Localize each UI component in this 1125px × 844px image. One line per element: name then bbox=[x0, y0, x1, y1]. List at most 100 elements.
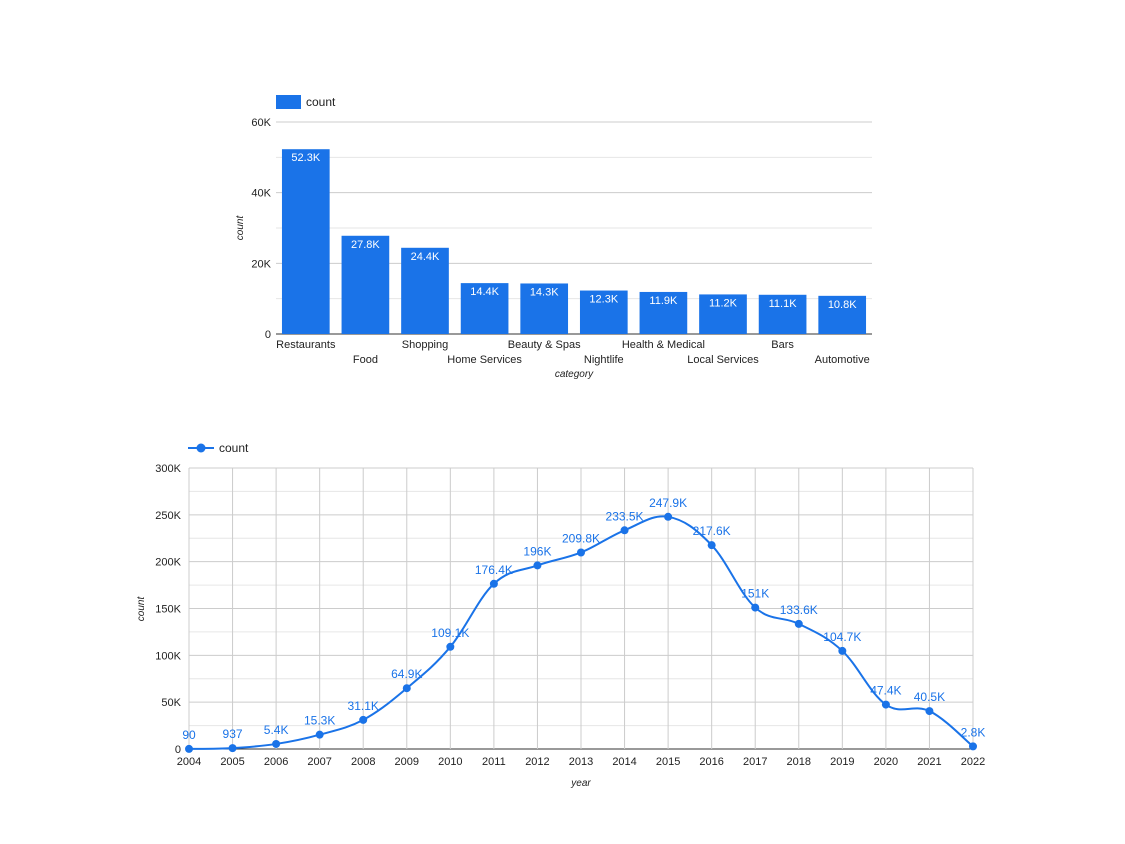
line-y-tick-label: 250K bbox=[155, 510, 181, 522]
line-x-tick-label: 2022 bbox=[961, 756, 985, 768]
bar[interactable] bbox=[341, 235, 390, 334]
line-point[interactable] bbox=[881, 700, 890, 709]
line-x-tick-label: 2016 bbox=[699, 756, 723, 768]
line-y-tick-label: 50K bbox=[161, 697, 181, 709]
line-point[interactable] bbox=[489, 579, 498, 588]
line-point-label: 233.5K bbox=[606, 509, 644, 523]
line-point-label: 937 bbox=[223, 727, 243, 741]
line-point-label: 15.3K bbox=[304, 714, 335, 728]
line-chart-y-axis-title: count bbox=[136, 596, 147, 622]
line-point[interactable] bbox=[969, 742, 977, 751]
line-chart-y-ticks: 0 50K 100K 150K 200K 250K 300K bbox=[155, 463, 181, 756]
bar-x-tick-label: Beauty & Spas bbox=[508, 339, 581, 351]
line-point-label: 2.8K bbox=[961, 725, 986, 739]
bar[interactable] bbox=[639, 291, 688, 334]
line-point-label: 5.4K bbox=[264, 723, 289, 737]
line-point-label: 64.9K bbox=[391, 667, 422, 681]
bar-y-tick-label: 60K bbox=[251, 117, 271, 129]
bar-chart-y-ticks: 0 20K 40K 60K bbox=[251, 117, 271, 341]
bar-chart-legend[interactable]: count bbox=[276, 95, 336, 109]
line-legend-marker bbox=[196, 443, 206, 453]
line-point[interactable] bbox=[577, 548, 585, 557]
bar-y-tick-label: 20K bbox=[251, 258, 271, 270]
line-y-tick-label: 150K bbox=[155, 604, 181, 616]
line-point[interactable] bbox=[315, 730, 324, 739]
line-x-tick-label: 2021 bbox=[917, 756, 941, 768]
line-point-label: 47.4K bbox=[870, 684, 901, 698]
line-point[interactable] bbox=[751, 603, 760, 612]
bar-y-tick-label: 40K bbox=[251, 188, 271, 200]
bar-y-tick-label: 0 bbox=[265, 329, 271, 341]
line-point[interactable] bbox=[620, 526, 629, 535]
bar-value-label: 14.3K bbox=[530, 286, 559, 298]
line-chart-x-ticks: 2004 2005 2006 2007 2008 2009 2010 2011 2012 2013… bbox=[177, 756, 985, 768]
line-y-tick-label: 200K bbox=[155, 557, 181, 569]
line-x-tick-label: 2007 bbox=[307, 756, 331, 768]
line-point[interactable] bbox=[707, 541, 716, 550]
line-point[interactable] bbox=[533, 561, 542, 570]
bar-x-tick-label: Local Services bbox=[687, 354, 759, 366]
bar[interactable] bbox=[818, 295, 867, 334]
line-y-tick-label: 100K bbox=[155, 650, 181, 662]
line-chart-legend[interactable]: count bbox=[188, 441, 249, 455]
line-point-label: 196K bbox=[523, 544, 551, 558]
bar-value-label: 11.2K bbox=[709, 297, 738, 309]
line-x-tick-label: 2018 bbox=[787, 756, 811, 768]
bar[interactable] bbox=[699, 294, 747, 334]
line-x-tick-label: 2008 bbox=[351, 756, 375, 768]
bar-value-label: 24.4K bbox=[411, 251, 440, 263]
line-point[interactable] bbox=[228, 744, 237, 753]
bar-x-tick-label: Automotive bbox=[815, 354, 870, 366]
bar[interactable] bbox=[579, 290, 628, 334]
bar[interactable] bbox=[758, 294, 807, 334]
bar-chart-x-ticks: Restaurants Food Shopping Home Services Beau… bbox=[276, 339, 870, 366]
line-point[interactable] bbox=[794, 619, 803, 628]
line-y-tick-label: 0 bbox=[175, 744, 181, 756]
line-point[interactable] bbox=[402, 684, 411, 693]
line-chart-x-axis-title: year bbox=[570, 778, 591, 789]
bar[interactable] bbox=[401, 247, 449, 334]
line-x-tick-label: 2011 bbox=[482, 756, 506, 768]
bar-legend-label: count bbox=[306, 95, 336, 109]
line-x-tick-label: 2006 bbox=[264, 756, 288, 768]
bar-value-label: 11.1K bbox=[769, 298, 798, 310]
bar-chart-bars: 52.3K 27.8K 24.4K 14.4K 14.3K 12.3K 11.9K 11.2K… bbox=[281, 149, 867, 334]
bar-x-tick-label: Home Services bbox=[447, 354, 522, 366]
line-x-tick-label: 2012 bbox=[525, 756, 549, 768]
line-y-tick-label: 300K bbox=[155, 463, 181, 475]
line-point[interactable] bbox=[925, 707, 934, 716]
line-point-label: 104.7K bbox=[823, 630, 861, 644]
line-series-points bbox=[185, 512, 977, 753]
line-point[interactable] bbox=[272, 739, 281, 748]
line-point-label: 133.6K bbox=[780, 603, 818, 617]
bar-chart-x-axis-title: category bbox=[555, 369, 594, 380]
line-point-label: 90 bbox=[182, 728, 196, 742]
line-point-label: 217.6K bbox=[693, 524, 731, 538]
bar-value-label: 52.3K bbox=[291, 152, 320, 164]
line-x-tick-label: 2013 bbox=[569, 756, 593, 768]
bar-x-tick-label: Food bbox=[353, 354, 378, 366]
line-point[interactable] bbox=[664, 512, 673, 521]
bar-legend-swatch bbox=[276, 95, 301, 109]
line-legend-label: count bbox=[219, 441, 249, 455]
bar[interactable] bbox=[460, 283, 509, 334]
line-point-label: 151K bbox=[741, 587, 769, 601]
line-point[interactable] bbox=[185, 744, 193, 753]
line-point[interactable] bbox=[838, 646, 847, 655]
line-point-label: 209.8K bbox=[562, 531, 600, 545]
line-x-tick-label: 2019 bbox=[830, 756, 854, 768]
bar[interactable] bbox=[281, 149, 330, 334]
line-point[interactable] bbox=[446, 642, 455, 651]
bar-value-label: 11.9K bbox=[649, 295, 678, 307]
line-point-label: 247.9K bbox=[649, 496, 687, 510]
bar-x-tick-label: Shopping bbox=[402, 339, 449, 351]
line-chart-gridlines bbox=[188, 467, 974, 750]
bar-x-tick-label: Health & Medical bbox=[622, 339, 705, 351]
line-x-tick-label: 2004 bbox=[177, 756, 201, 768]
line-point[interactable] bbox=[359, 715, 368, 724]
line-point-label: 109.1K bbox=[431, 626, 469, 640]
bar[interactable] bbox=[520, 283, 569, 334]
line-x-tick-label: 2015 bbox=[656, 756, 680, 768]
line-point-label: 31.1K bbox=[348, 699, 379, 713]
